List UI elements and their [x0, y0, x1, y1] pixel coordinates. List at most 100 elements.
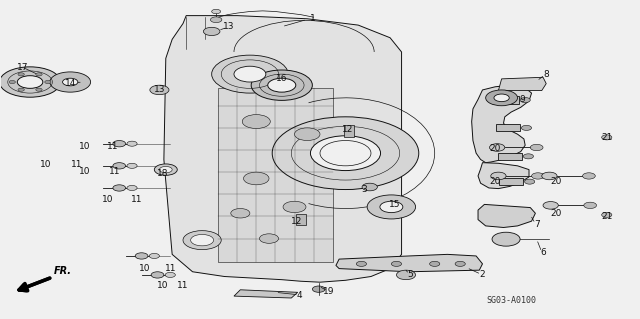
Circle shape — [531, 144, 543, 151]
Text: 11: 11 — [177, 281, 189, 291]
Polygon shape — [499, 77, 546, 91]
Text: 20: 20 — [550, 209, 561, 218]
Text: 5: 5 — [408, 271, 413, 279]
Circle shape — [490, 144, 505, 151]
Text: 20: 20 — [490, 177, 501, 186]
Text: 11: 11 — [71, 160, 83, 169]
Polygon shape — [164, 16, 401, 282]
Circle shape — [113, 163, 125, 169]
Circle shape — [380, 201, 403, 213]
Text: 11: 11 — [107, 142, 118, 151]
Circle shape — [18, 73, 24, 76]
Circle shape — [36, 88, 42, 91]
Circle shape — [36, 73, 42, 76]
Polygon shape — [336, 254, 483, 272]
Circle shape — [165, 272, 175, 278]
Circle shape — [159, 167, 172, 173]
Circle shape — [525, 179, 535, 184]
Circle shape — [231, 209, 250, 218]
Circle shape — [183, 231, 221, 250]
Text: 10: 10 — [79, 142, 90, 151]
Circle shape — [127, 185, 137, 190]
Circle shape — [135, 253, 148, 259]
Circle shape — [113, 185, 125, 191]
Circle shape — [149, 253, 159, 258]
Circle shape — [582, 173, 595, 179]
Circle shape — [396, 270, 415, 280]
Circle shape — [312, 286, 325, 292]
Text: 12: 12 — [342, 125, 353, 134]
Circle shape — [294, 128, 320, 141]
Circle shape — [491, 172, 506, 180]
Circle shape — [543, 202, 558, 209]
Bar — [499, 178, 524, 185]
Circle shape — [520, 98, 531, 103]
Circle shape — [151, 272, 164, 278]
Circle shape — [211, 17, 222, 23]
Circle shape — [127, 141, 137, 146]
Circle shape — [486, 90, 518, 106]
Circle shape — [522, 125, 532, 130]
Circle shape — [272, 117, 419, 189]
Circle shape — [602, 135, 612, 140]
Circle shape — [251, 70, 312, 100]
Text: 18: 18 — [157, 169, 168, 178]
Circle shape — [9, 80, 15, 84]
Circle shape — [602, 212, 612, 217]
Text: 4: 4 — [297, 291, 303, 300]
Text: 10: 10 — [157, 281, 168, 291]
Text: 11: 11 — [109, 167, 120, 176]
Text: 10: 10 — [79, 167, 90, 176]
Text: 13: 13 — [154, 85, 165, 94]
Circle shape — [212, 55, 288, 93]
Text: 10: 10 — [102, 196, 113, 204]
Circle shape — [17, 76, 43, 88]
Circle shape — [268, 78, 296, 92]
Bar — [498, 153, 522, 160]
Circle shape — [494, 94, 509, 102]
Text: 19: 19 — [323, 287, 334, 296]
Text: 13: 13 — [223, 22, 235, 31]
Circle shape — [191, 234, 214, 246]
Circle shape — [150, 85, 169, 95]
Text: 1: 1 — [310, 14, 316, 23]
Text: 20: 20 — [550, 177, 561, 186]
Text: 9: 9 — [520, 95, 525, 104]
Bar — [493, 96, 519, 104]
Circle shape — [127, 163, 137, 168]
Circle shape — [524, 154, 534, 159]
Text: 12: 12 — [291, 217, 302, 226]
Text: 8: 8 — [543, 70, 549, 78]
Circle shape — [259, 234, 278, 243]
Circle shape — [50, 72, 91, 92]
Text: 6: 6 — [540, 248, 546, 257]
Circle shape — [541, 172, 557, 180]
Text: 7: 7 — [534, 220, 540, 229]
Circle shape — [356, 261, 367, 266]
Bar — [296, 214, 306, 225]
Circle shape — [362, 183, 378, 191]
Bar — [218, 88, 333, 262]
Circle shape — [212, 9, 221, 14]
Circle shape — [0, 67, 61, 97]
Circle shape — [113, 141, 125, 147]
Polygon shape — [234, 290, 298, 298]
Circle shape — [532, 173, 544, 179]
Text: SG03-A0100: SG03-A0100 — [486, 296, 536, 305]
Text: 2: 2 — [479, 271, 485, 279]
Circle shape — [283, 201, 306, 213]
Text: 20: 20 — [490, 144, 501, 153]
Circle shape — [45, 80, 51, 84]
Circle shape — [18, 88, 24, 91]
Text: 14: 14 — [65, 79, 76, 88]
Polygon shape — [478, 204, 536, 227]
Circle shape — [243, 115, 270, 129]
Polygon shape — [478, 163, 529, 189]
Circle shape — [455, 261, 465, 266]
Text: 21: 21 — [601, 133, 612, 142]
Bar — [496, 124, 520, 131]
Circle shape — [310, 136, 381, 171]
Circle shape — [492, 232, 520, 246]
Bar — [344, 125, 355, 137]
Circle shape — [234, 66, 266, 82]
